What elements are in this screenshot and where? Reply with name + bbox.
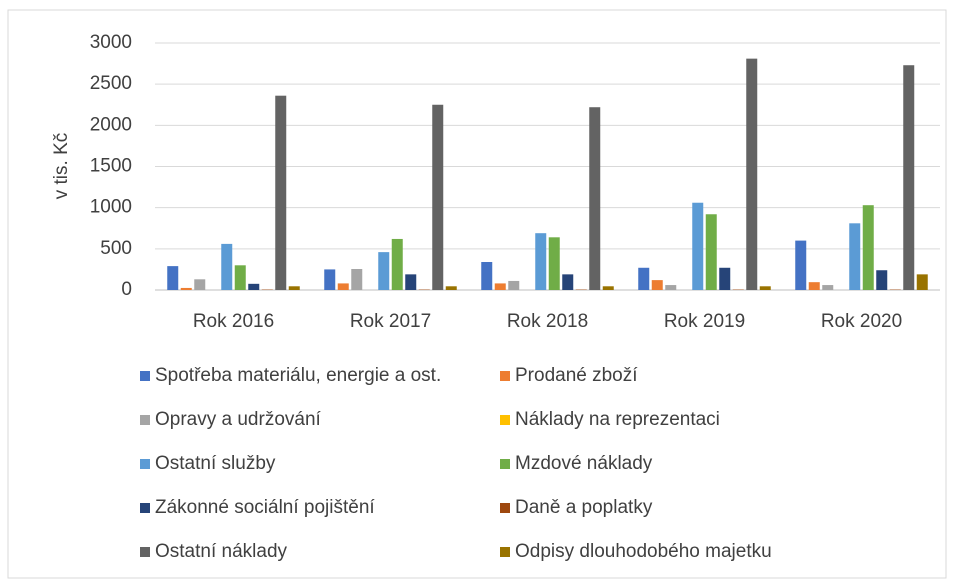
bar [705,214,717,290]
bar [589,107,601,290]
bar [324,269,336,290]
y-tick-label: 500 [100,238,132,259]
bar [221,243,233,290]
bar [903,65,915,290]
legend-label: Ostatní služby [155,453,276,474]
y-tick-label: 0 [121,279,132,300]
legend-swatch [500,503,510,513]
y-tick-label: 1500 [90,156,132,177]
bar [638,267,650,290]
bar [808,282,820,290]
bar [288,286,300,290]
legend-label: Daně a poplatky [515,497,653,518]
legend-label: Náklady na reprezentaci [515,409,720,430]
bar [862,205,874,290]
legend-label: Prodané zboží [515,365,638,386]
bar [849,223,861,290]
bar [795,240,807,290]
legend-swatch [140,547,150,557]
y-tick-label: 2000 [90,114,132,135]
bar [337,283,349,290]
bar [692,202,704,290]
bar [351,269,363,290]
bar [194,279,206,290]
bar [876,270,888,290]
legend-swatch [500,371,510,381]
chart-frame [7,9,947,579]
bar [378,252,390,290]
bar [746,58,758,290]
x-tick-label: Rok 2016 [193,311,274,332]
legend-swatch [140,371,150,381]
y-tick-label: 2500 [90,73,132,94]
legend-swatch [140,503,150,513]
y-tick-label: 1000 [90,197,132,218]
bar [508,280,520,290]
bar [405,274,417,290]
legend-swatch [500,547,510,557]
x-tick-label: Rok 2018 [507,311,588,332]
legend-label: Opravy a udržování [155,409,322,430]
bar [562,274,574,290]
bar [180,287,192,290]
bar [719,267,731,290]
legend-label: Spotřeba materiálu, energie a ost. [155,365,441,386]
bar [759,286,771,290]
bar [275,95,287,291]
bar [602,286,614,290]
bar [548,237,560,290]
bar [916,274,928,290]
bar [167,266,179,290]
y-axis-label: v tis. Kč [51,133,72,200]
bar [234,265,246,290]
legend-label: Mzdové náklady [515,453,653,474]
bar [535,233,547,290]
legend-label: Ostatní náklady [155,541,288,562]
x-tick-label: Rok 2019 [664,311,745,332]
legend-swatch [500,459,510,469]
bar [651,280,663,290]
x-tick-label: Rok 2017 [350,311,431,332]
bar [432,104,444,290]
x-tick-label: Rok 2020 [821,311,902,332]
bar [481,262,493,290]
legend-swatch [140,415,150,425]
legend-label: Zákonné sociální pojištění [155,497,375,518]
legend-label: Odpisy dlouhodobého majetku [515,541,772,562]
bar [445,286,457,290]
bar [391,238,403,290]
legend-swatch [500,415,510,425]
y-tick-label: 3000 [90,32,132,53]
bar [248,283,260,290]
bar [665,285,677,290]
bar [494,283,506,290]
bar [822,285,834,290]
legend-swatch [140,459,150,469]
